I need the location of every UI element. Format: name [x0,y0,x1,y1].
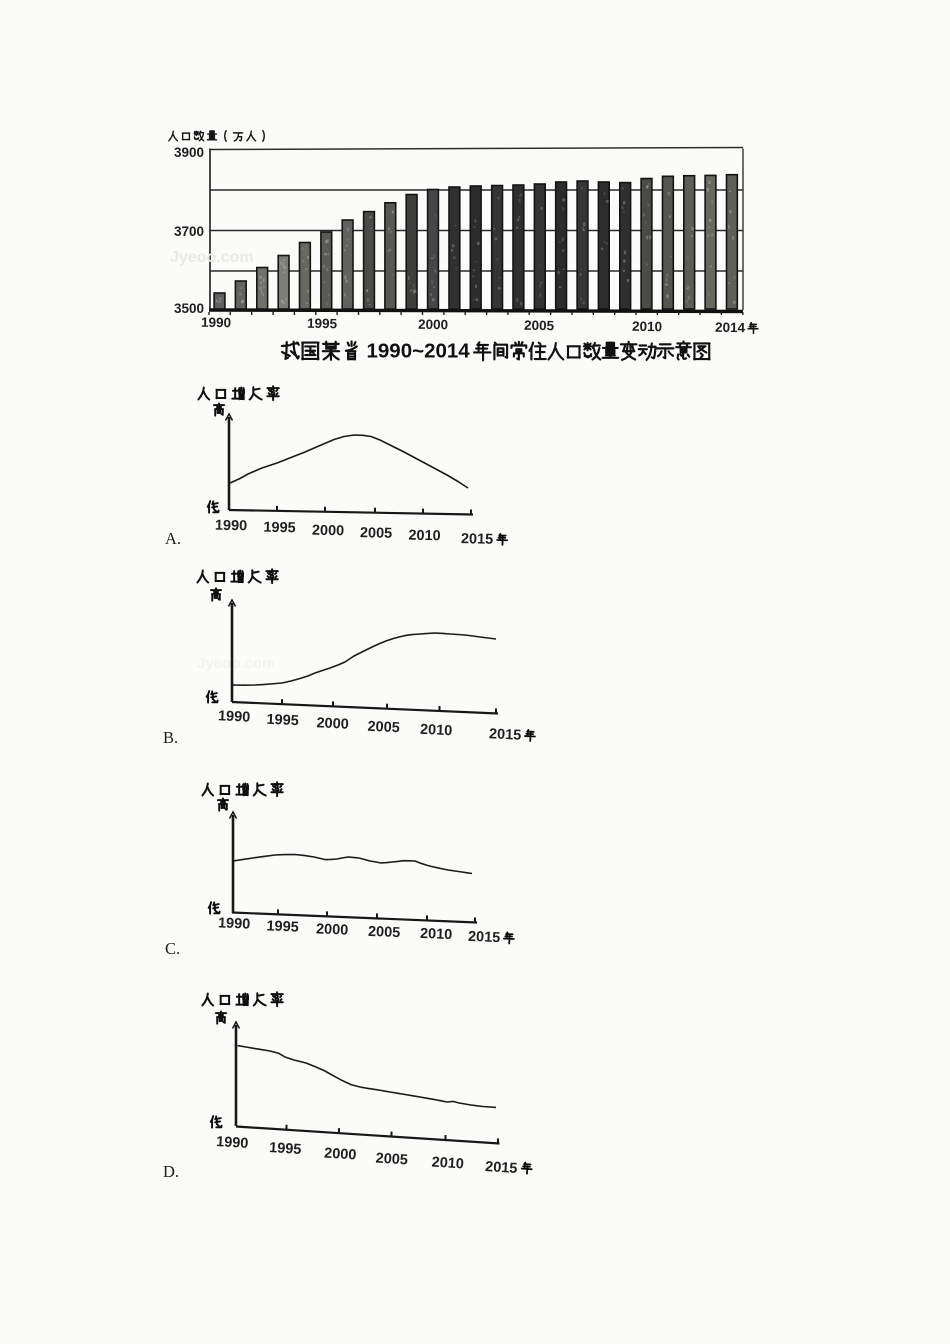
svg-text:2005: 2005 [375,1150,408,1168]
svg-text:1990: 1990 [201,315,231,331]
svg-text:2000: 2000 [418,317,448,333]
svg-text:3700: 3700 [174,224,204,239]
svg-text:2014: 2014 [715,320,746,336]
svg-text:1995: 1995 [269,1140,302,1158]
svg-text:2015: 2015 [489,726,522,743]
svg-text:2000: 2000 [312,523,345,540]
svg-text:1990: 1990 [215,518,248,535]
svg-text:2010: 2010 [431,1154,464,1172]
svg-text:D.: D. [163,1162,179,1181]
svg-text:2010: 2010 [420,926,453,943]
svg-text:2005: 2005 [360,525,393,542]
svg-text:2015: 2015 [468,929,501,946]
svg-text:2015: 2015 [485,1159,518,1177]
svg-text:Jyeoo.com: Jyeoo.com [170,249,254,266]
svg-text:2005: 2005 [368,924,401,941]
svg-text:2015: 2015 [461,531,494,548]
svg-text:2000: 2000 [316,921,349,938]
svg-text:3900: 3900 [174,145,204,160]
svg-text:1990: 1990 [218,915,251,932]
svg-text:2005: 2005 [524,318,555,334]
svg-text:2000: 2000 [316,715,349,732]
svg-text:1990~2014: 1990~2014 [367,340,471,363]
svg-text:2010: 2010 [632,319,662,335]
svg-text:1995: 1995 [263,520,296,537]
svg-text:1995: 1995 [266,918,299,935]
svg-text:A.: A. [165,529,181,548]
svg-text:2000: 2000 [324,1145,357,1163]
svg-text:2010: 2010 [420,722,453,739]
svg-text:C.: C. [165,939,180,958]
svg-text:1995: 1995 [307,316,338,332]
svg-text:2010: 2010 [408,528,441,545]
svg-text:1995: 1995 [266,712,299,729]
svg-text:3500: 3500 [174,301,204,316]
svg-text:Jyeoo.com: Jyeoo.com [197,655,275,672]
svg-text:1990: 1990 [218,708,251,725]
svg-text:1990: 1990 [216,1134,249,1152]
svg-text:B.: B. [163,728,178,747]
svg-text:2005: 2005 [367,719,400,736]
